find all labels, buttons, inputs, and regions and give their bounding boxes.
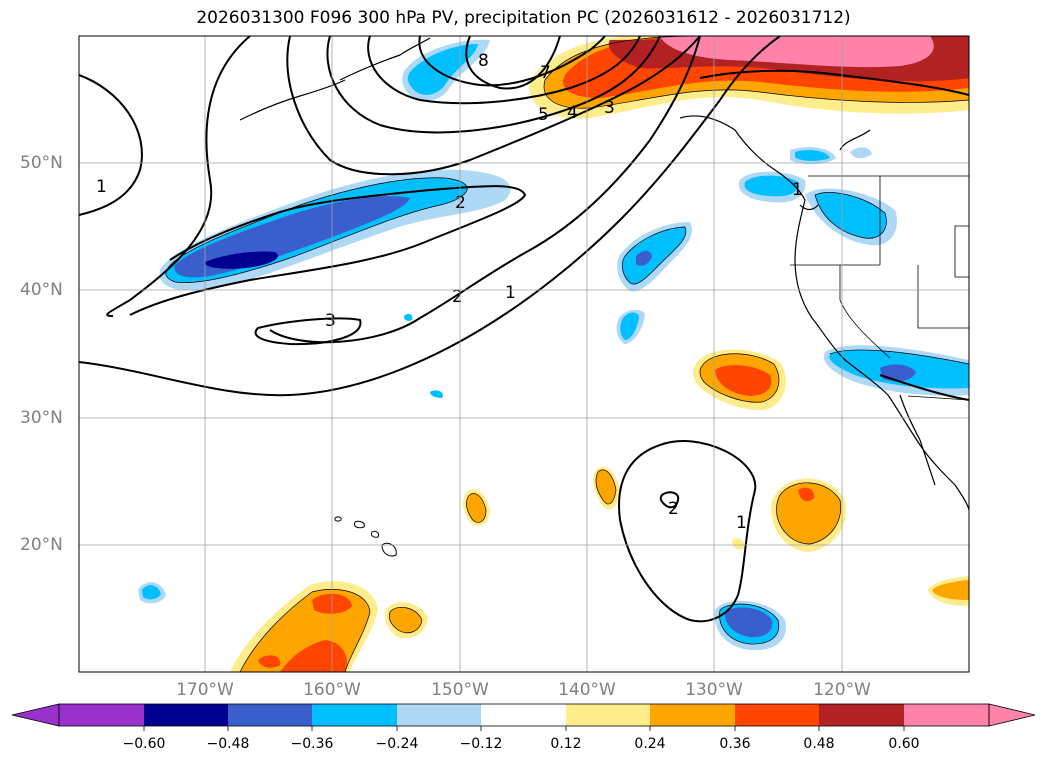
lon-label-120w: 120°W [813, 680, 871, 700]
pv-contour-7 [418, 36, 606, 87]
colorbar-tick-label: 0.24 [634, 736, 666, 752]
lat-label-50n: 50°N [20, 153, 63, 173]
pv-contour-8 [465, 36, 561, 90]
state-borders [790, 175, 969, 401]
colorbar-tick-label: −0.24 [375, 736, 419, 752]
coastlines [239, 37, 969, 511]
pv-contour-1-east [699, 69, 969, 96]
lat-label-40n: 40°N [20, 280, 63, 300]
colorbar-under-arrow [11, 703, 60, 727]
precip-shading [138, 36, 969, 672]
contour-label: 2 [452, 287, 463, 307]
contour-label: 7 [540, 63, 551, 83]
pv-contour-1-upper [106, 36, 251, 317]
pv-contour-5 [367, 36, 641, 105]
colorbar [11, 703, 1036, 731]
colorbar-tick-label: −0.12 [459, 736, 503, 752]
islands [334, 516, 397, 557]
pv-contour-4 [326, 36, 661, 134]
colorbar-tick-label: 0.12 [550, 736, 582, 752]
lon-label-130w: 130°W [685, 680, 743, 700]
map-background [79, 36, 969, 672]
pv-contour-1-rockies [879, 374, 969, 401]
contour-label: 2 [668, 499, 679, 519]
colorbar-bin [144, 704, 228, 726]
pv-contour-1-main [79, 36, 781, 397]
contour-label: 3 [325, 311, 336, 331]
pv-contour-3-north [286, 36, 701, 176]
contour-label: 4 [567, 103, 578, 123]
colorbar-bin [904, 704, 989, 726]
colorbar-bin [819, 704, 904, 726]
contour-label: 1 [736, 513, 747, 533]
contour-label: 1 [792, 180, 803, 200]
colorbar-bin [650, 704, 735, 726]
lon-label-140w: 140°W [558, 680, 616, 700]
colorbar-tick-label: −0.60 [122, 736, 166, 752]
contour-label: 3 [604, 98, 615, 118]
pv-contour-2 [129, 185, 527, 316]
pv-contour-2-east [269, 36, 701, 344]
contour-label: 8 [478, 51, 489, 71]
pv-contours [79, 36, 969, 623]
pv-contour-1-south [618, 440, 757, 623]
pv-contour-3 [254, 317, 362, 346]
north-america-coast [679, 115, 969, 511]
colorbar-tick-label: 0.36 [719, 736, 751, 752]
map-title: 2026031300 F096 300 hPa PV, precipitatio… [196, 8, 851, 28]
colorbar-bin [566, 704, 650, 726]
lon-label-150w: 150°W [431, 680, 489, 700]
colorbar-tick-label: −0.36 [290, 736, 334, 752]
colorbar-bin [59, 704, 144, 726]
contour-label: 2 [455, 193, 466, 213]
pv-contour-1-west [79, 74, 143, 216]
colorbar-tick-label: −0.48 [206, 736, 250, 752]
colorbar-bin [481, 704, 566, 726]
gridlines [79, 36, 969, 672]
colorbar-tick-label: 0.48 [803, 736, 835, 752]
lat-label-30n: 30°N [20, 408, 63, 428]
lon-label-170w: 170°W [176, 680, 234, 700]
map-frame [78, 35, 970, 673]
lon-label-160w: 160°W [303, 680, 361, 700]
colorbar-bin [397, 704, 481, 726]
contour-labels: 8 7 5 4 3 2 1 1 2 1 3 2 1 [96, 51, 803, 533]
colorbar-bin [312, 704, 397, 726]
contour-label: 1 [505, 283, 516, 303]
contour-label: 5 [538, 105, 549, 125]
lat-label-20n: 20°N [20, 535, 63, 555]
colorbar-bin [735, 704, 819, 726]
contour-label: 1 [96, 177, 107, 197]
colorbar-over-arrow [988, 703, 1036, 727]
pv-contour-2-south [659, 491, 680, 509]
colorbar-tick-label: 0.60 [888, 736, 920, 752]
colorbar-bin [228, 704, 312, 726]
